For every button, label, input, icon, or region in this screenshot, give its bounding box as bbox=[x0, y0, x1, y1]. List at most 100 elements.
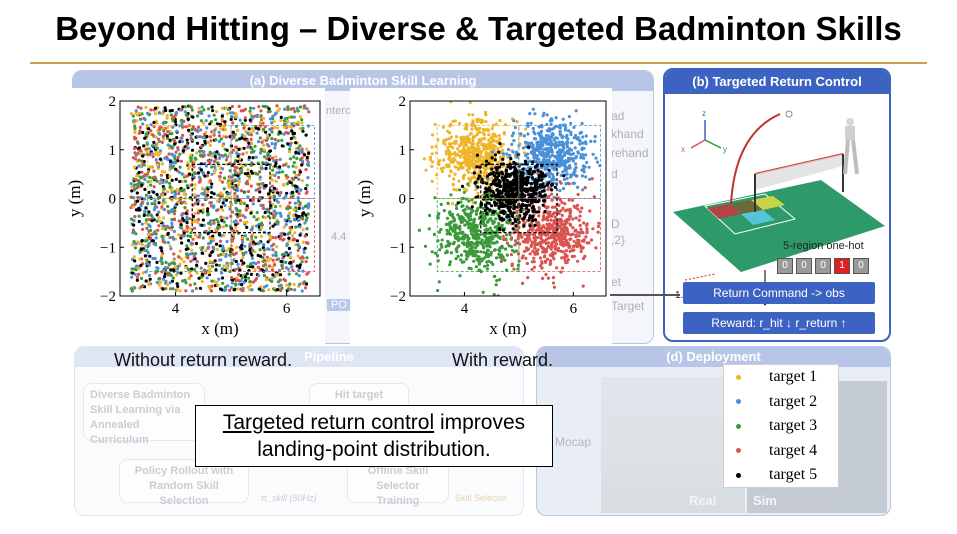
panel-b-header: (b) Targeted Return Control bbox=[665, 70, 889, 94]
scatter-point bbox=[513, 205, 517, 209]
scatter-point bbox=[193, 193, 197, 197]
scatter-point bbox=[284, 252, 288, 256]
scatter-point bbox=[469, 241, 473, 245]
scatter-point bbox=[513, 181, 518, 186]
callout-text-1: improves bbox=[434, 411, 526, 434]
scatter-point bbox=[274, 141, 278, 146]
scatter-point bbox=[240, 136, 244, 140]
scatter-point bbox=[164, 260, 168, 265]
scatter-point bbox=[167, 226, 171, 230]
scatter-point bbox=[526, 276, 530, 280]
scatter-point bbox=[573, 229, 577, 233]
scatter-point bbox=[149, 123, 153, 127]
scatter-point bbox=[210, 191, 214, 195]
scatter-point bbox=[474, 187, 478, 192]
scatter-point bbox=[498, 119, 502, 123]
scatter-point bbox=[140, 222, 144, 226]
scatter-point bbox=[216, 220, 220, 224]
scatter-point bbox=[567, 129, 571, 133]
scatter-point bbox=[166, 283, 170, 287]
scatter-point bbox=[153, 199, 157, 203]
scatter-point bbox=[254, 126, 258, 130]
scatter-point bbox=[196, 135, 200, 139]
scatter-point bbox=[300, 179, 304, 183]
scatter-point bbox=[574, 109, 578, 113]
scatter-point bbox=[467, 151, 471, 155]
scatter-point bbox=[266, 240, 270, 244]
scatter-point bbox=[440, 238, 444, 242]
scatter-point bbox=[185, 244, 189, 248]
scatter-point bbox=[483, 241, 487, 245]
axis-y-label: y bbox=[723, 145, 727, 154]
scatter-point bbox=[252, 106, 256, 110]
scatter-point bbox=[135, 278, 139, 282]
scatter-point bbox=[161, 251, 165, 255]
scatter-point bbox=[550, 188, 554, 192]
scatter-point bbox=[494, 122, 498, 126]
scatter-point bbox=[462, 173, 467, 177]
scatter-point bbox=[557, 246, 561, 250]
scatter-point bbox=[183, 110, 187, 114]
scatter-point bbox=[302, 281, 306, 286]
scatter-point bbox=[560, 256, 564, 260]
scatter-point bbox=[482, 193, 486, 197]
scatter-point bbox=[465, 234, 470, 238]
scatter-point bbox=[288, 206, 292, 210]
scatter-point bbox=[137, 180, 141, 184]
scatter-point bbox=[293, 109, 297, 114]
scatter-point bbox=[568, 164, 572, 168]
scatter-point bbox=[532, 170, 537, 174]
scatter-point bbox=[298, 127, 302, 131]
scatter-point bbox=[535, 228, 539, 232]
scatter-point bbox=[589, 139, 593, 143]
scatter-point bbox=[523, 159, 527, 163]
scatter-point bbox=[547, 168, 551, 172]
scatter-point bbox=[577, 139, 582, 143]
scatter-point bbox=[499, 155, 503, 159]
scatter-point bbox=[499, 144, 503, 149]
scatter-point bbox=[255, 114, 259, 118]
scatter-point bbox=[257, 105, 261, 109]
scatter-point bbox=[268, 127, 272, 131]
scatter-point bbox=[295, 106, 299, 110]
scatter-point bbox=[273, 173, 277, 178]
scatter-point bbox=[245, 151, 249, 155]
scatter-point bbox=[493, 144, 497, 148]
scatter-point bbox=[294, 141, 298, 145]
scatter-point bbox=[223, 268, 227, 272]
scatter-point bbox=[154, 271, 158, 275]
scatter-point bbox=[189, 274, 193, 278]
scatter-point bbox=[573, 173, 578, 177]
scatter-point bbox=[224, 106, 228, 110]
scatter-point bbox=[256, 260, 261, 264]
scatter-point bbox=[228, 205, 232, 209]
scatter-point bbox=[243, 118, 247, 122]
scatter-point bbox=[500, 201, 504, 205]
scatter-point bbox=[149, 236, 153, 240]
scatter-point bbox=[282, 277, 286, 281]
scatter-point bbox=[456, 245, 460, 249]
scatter-point bbox=[494, 135, 498, 139]
scatter-point bbox=[190, 221, 194, 225]
scatter-point bbox=[301, 240, 305, 244]
scatter-point bbox=[151, 155, 155, 159]
scatter-point bbox=[150, 202, 154, 206]
scatter-point bbox=[236, 159, 240, 163]
scatter-point bbox=[287, 165, 291, 169]
scatter-point bbox=[557, 140, 562, 144]
scatter-point bbox=[555, 230, 559, 235]
scatter-point bbox=[549, 122, 553, 126]
scatter-point bbox=[594, 156, 598, 160]
scatter-point bbox=[292, 115, 296, 119]
scatter-point bbox=[523, 168, 528, 172]
scatter-point bbox=[503, 182, 507, 186]
scatter-point bbox=[205, 193, 210, 197]
scatter-point bbox=[452, 242, 456, 246]
scatter-point bbox=[552, 285, 556, 289]
scatter-point bbox=[169, 162, 173, 166]
scatter-point bbox=[527, 172, 531, 176]
scatter-point bbox=[461, 216, 465, 220]
onehot-cell: 1 bbox=[834, 258, 850, 274]
scatter-point bbox=[430, 160, 435, 164]
scatter-point bbox=[457, 144, 462, 148]
